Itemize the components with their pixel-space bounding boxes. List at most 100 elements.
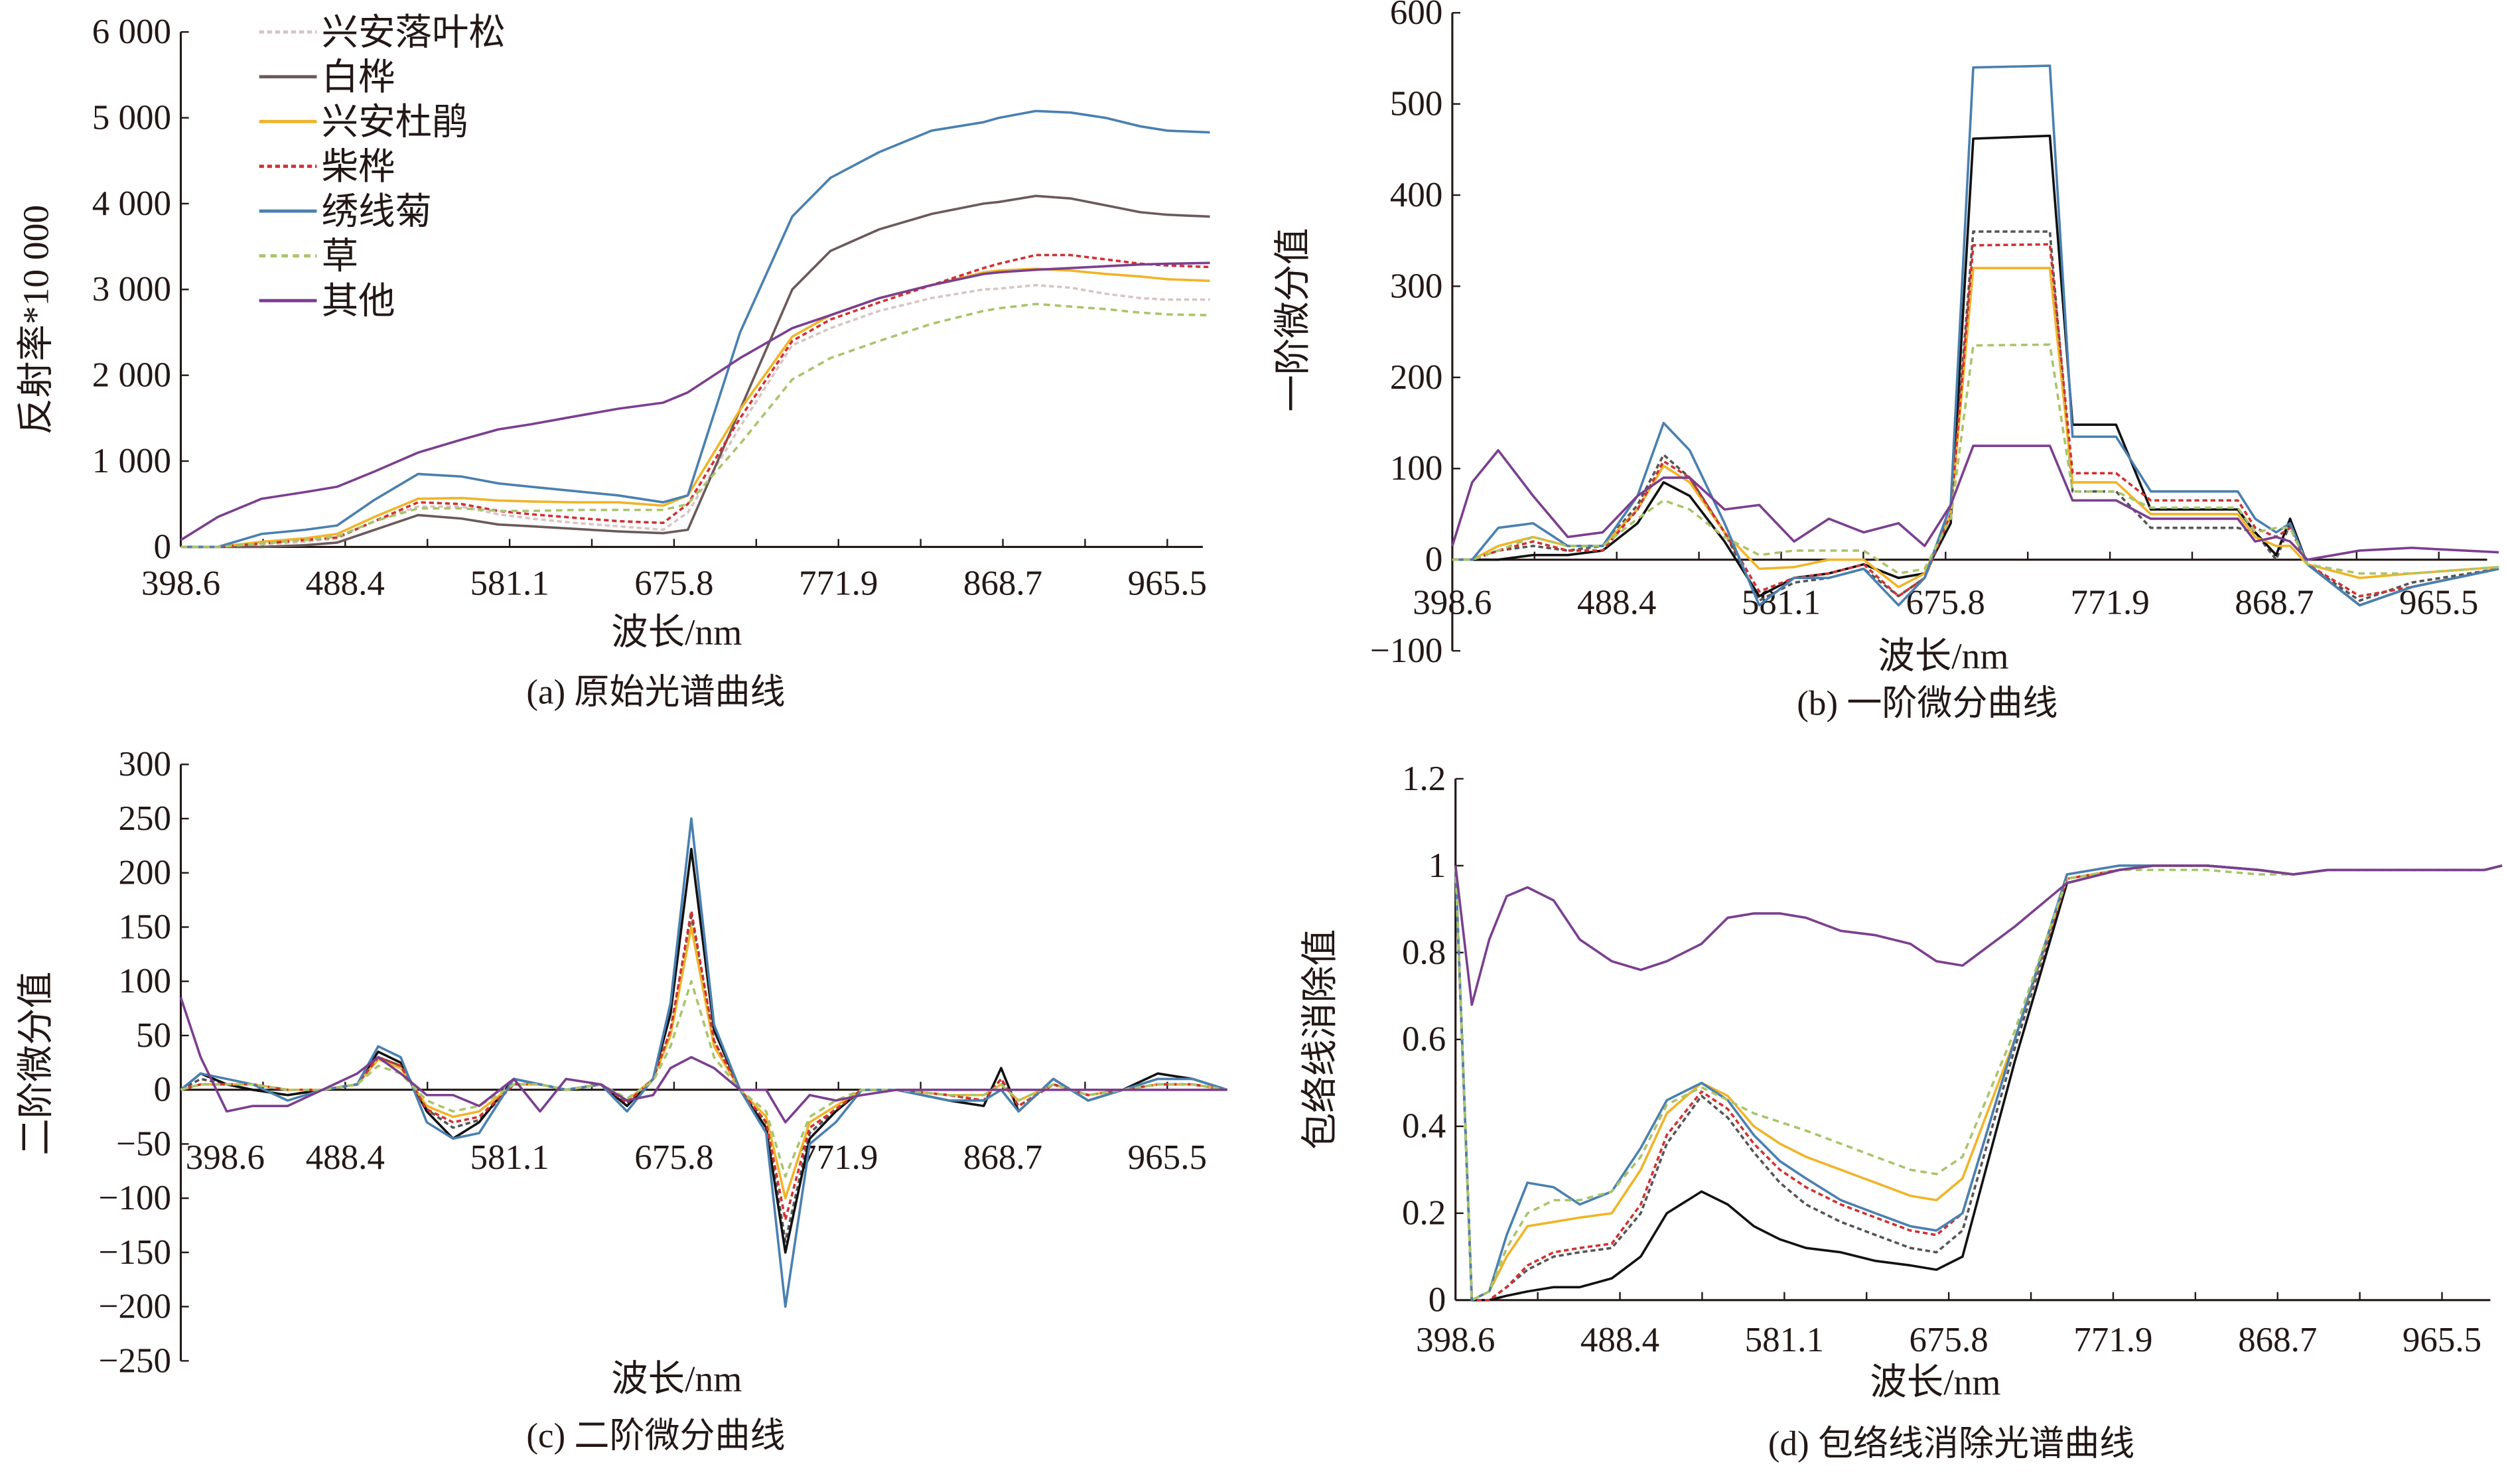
series-line-6: [1451, 444, 2499, 561]
x-tick-label: 398.6: [141, 565, 220, 603]
x-axis-label: 波长/nm: [611, 612, 742, 652]
y-tick-label: 400: [1390, 176, 1443, 214]
panel-caption: (d) 包络线消除光谱曲线: [1768, 1425, 2134, 1463]
series-line-0: [180, 283, 1210, 549]
x-tick-label: 771.9: [2073, 1321, 2152, 1359]
x-axis-label: 波长/nm: [1870, 1362, 2000, 1402]
series-line-4: [180, 109, 1210, 549]
y-tick-label: 3 000: [92, 270, 171, 308]
y-tick-label: 150: [119, 908, 172, 946]
x-axis-label: 波长/nm: [611, 1359, 742, 1399]
y-tick-label: 0.6: [1402, 1020, 1446, 1059]
series-line-3: [1452, 243, 2499, 598]
series-line-5: [180, 303, 1210, 549]
x-tick-label: 488.4: [306, 1138, 385, 1177]
x-tick-label: 868.7: [963, 1138, 1042, 1177]
y-tick-label: −200: [99, 1288, 171, 1326]
panel-caption: (a) 原始光谱曲线: [526, 673, 785, 712]
series-line-1: [1454, 864, 2503, 1302]
y-tick-label: 300: [1390, 267, 1443, 305]
legend-label: 绣线菊: [322, 191, 432, 232]
x-tick-label: 581.1: [470, 565, 549, 603]
x-tick-label: 488.4: [1580, 1321, 1659, 1359]
y-tick-label: 0: [154, 527, 172, 566]
y-tick-label: 50: [136, 1016, 171, 1055]
y-tick-label: 0.8: [1402, 933, 1446, 972]
x-tick-label: 771.9: [799, 1138, 878, 1177]
y-tick-label: 2 000: [92, 356, 171, 395]
series-line-4: [180, 817, 1228, 1308]
legend-label: 草: [322, 236, 358, 277]
y-tick-label: 300: [119, 745, 172, 783]
y-tick-label: −150: [99, 1233, 171, 1272]
y-tick-label: 600: [1390, 0, 1443, 32]
x-tick-label: 771.9: [799, 565, 878, 603]
y-tick-label: 0: [1425, 541, 1443, 579]
x-tick-label: 675.8: [1906, 584, 1985, 622]
y-axis-label: 一阶微分值: [1273, 228, 1313, 412]
y-tick-label: −50: [116, 1124, 171, 1163]
series-line-3: [180, 910, 1228, 1221]
y-tick-label: 500: [1390, 85, 1443, 123]
legend-label: 其他: [322, 281, 395, 321]
y-tick-label: 1: [1428, 846, 1446, 885]
y-tick-label: 6 000: [92, 13, 171, 51]
chart-panel-0: 0 1 000 2 000 3 000 4 000 5 000 6 000 398.6 488.…: [15, 12, 1210, 712]
series-line-0: [180, 915, 1228, 1243]
series-line-6: [179, 997, 1227, 1124]
x-tick-label: 488.4: [306, 565, 385, 603]
x-tick-label: 581.1: [1745, 1321, 1824, 1359]
series-line-2: [1452, 267, 2499, 588]
series-line-6: [180, 261, 1210, 541]
series-line-3: [1454, 864, 2503, 1302]
panel-caption: (c) 二阶微分曲线: [526, 1417, 785, 1455]
panel-caption: (b) 一阶微分曲线: [1797, 685, 2057, 723]
y-tick-label: 100: [1390, 449, 1443, 488]
x-tick-label: 581.1: [470, 1138, 549, 1177]
y-tick-label: 4 000: [92, 184, 171, 223]
x-tick-label: 675.8: [634, 1138, 713, 1177]
series-line-6: [1454, 864, 2503, 1006]
x-tick-label: 675.8: [1909, 1321, 1988, 1359]
series-line-4: [1454, 864, 2503, 1302]
y-tick-label: 1 000: [92, 442, 171, 480]
legend-label: 白桦: [322, 57, 395, 98]
series-line-1: [180, 194, 1210, 549]
series-line-5: [1454, 864, 2503, 1302]
series-line-5: [180, 980, 1228, 1178]
chart-panel-2: −250 −200 −150 −100 −50 0 50 100 150 200 250 300 398…: [15, 745, 1228, 1455]
y-axis-label: 二阶微分值: [15, 971, 56, 1155]
series-line-0: [1454, 864, 2503, 1302]
y-tick-label: 0.4: [1402, 1107, 1446, 1146]
y-axis-label: 包络线消除值: [1300, 929, 1340, 1150]
y-tick-label: −250: [99, 1341, 171, 1380]
x-tick-label: 771.9: [2070, 584, 2149, 622]
chart-panel-3: 0 0.2 0.4 0.6 0.8 1 1.2 398.6 488.4 581.1 675.8 771…: [1300, 760, 2503, 1463]
x-tick-label: 675.8: [634, 565, 713, 603]
x-tick-label: 398.6: [1416, 1321, 1495, 1359]
x-tick-label: 868.7: [963, 565, 1042, 603]
legend-label: 柴桦: [322, 147, 395, 187]
legend-label: 兴安杜鹃: [322, 101, 469, 142]
y-tick-label: 200: [119, 854, 172, 892]
x-tick-label: 965.5: [1128, 565, 1207, 603]
legend-label: 兴安落叶松: [322, 12, 506, 52]
y-tick-label: 100: [119, 962, 172, 1000]
x-axis-label: 波长/nm: [1878, 636, 2008, 677]
y-tick-label: 5 000: [92, 98, 171, 137]
series-line-5: [1452, 343, 2499, 575]
y-tick-label: 200: [1390, 358, 1443, 397]
x-tick-label: 488.4: [1577, 584, 1656, 622]
x-tick-label: 868.7: [2235, 584, 2314, 622]
x-tick-label: 965.5: [2399, 584, 2478, 622]
y-tick-label: 0: [1428, 1281, 1446, 1319]
y-tick-label: 250: [119, 799, 172, 838]
y-tick-label: 0.2: [1402, 1194, 1446, 1233]
x-tick-label: 868.7: [2238, 1321, 2317, 1359]
series-line-2: [1454, 864, 2503, 1302]
series-line-1: [180, 847, 1228, 1254]
y-tick-label: −100: [99, 1179, 171, 1217]
y-tick-label: −100: [1370, 632, 1442, 670]
